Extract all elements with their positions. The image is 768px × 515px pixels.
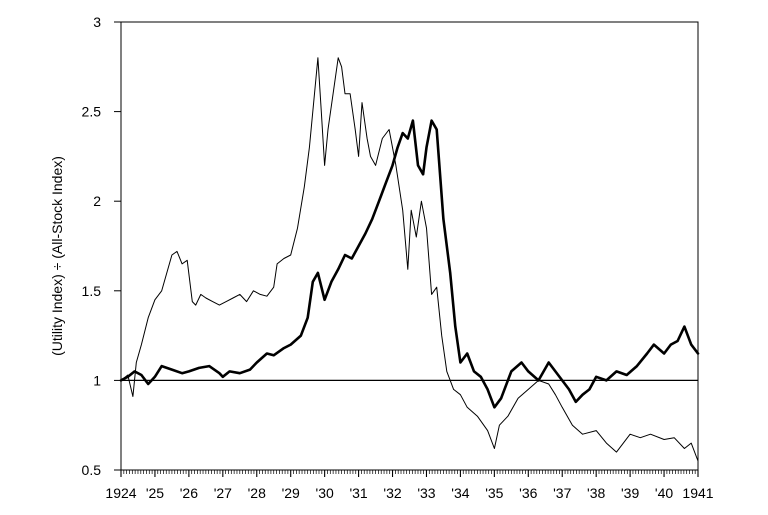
x-tick-label: '37 bbox=[553, 485, 571, 501]
x-tick-label: '27 bbox=[214, 485, 232, 501]
series-layer bbox=[119, 57, 700, 462]
x-tick-label: '29 bbox=[282, 485, 300, 501]
x-tick-label: '31 bbox=[349, 485, 367, 501]
y-tick-label: 2.5 bbox=[82, 104, 102, 120]
x-tick-label: '39 bbox=[621, 485, 639, 501]
x-tick-label: '38 bbox=[587, 485, 605, 501]
x-tick-label: '32 bbox=[383, 485, 401, 501]
x-tick-label: '36 bbox=[519, 485, 537, 501]
x-tick-label: '30 bbox=[316, 485, 334, 501]
series-line-1-thin bbox=[120, 57, 699, 462]
x-tick-label: '40 bbox=[655, 485, 673, 501]
y-axis-title: (Utility Index) ÷ (All-Stock Index) bbox=[49, 156, 65, 356]
x-tick-label: '33 bbox=[417, 485, 435, 501]
x-minor-ticks bbox=[120, 470, 699, 477]
y-tick-label: 3 bbox=[93, 14, 101, 30]
x-tick-label: '26 bbox=[180, 485, 198, 501]
series-line-2-thick bbox=[119, 119, 700, 409]
x-tick-label: '34 bbox=[451, 485, 469, 501]
y-tick-label: 0.5 bbox=[82, 462, 102, 478]
x-axis-ticks: 1924 '25 '26 '27 '28 '29 '30 '31 '32 '33 '34 '35 '36… bbox=[105, 485, 713, 501]
x-tick-label: '25 bbox=[146, 485, 164, 501]
x-tick-label: '28 bbox=[248, 485, 266, 501]
y-tick-label: 2 bbox=[93, 193, 101, 209]
y-tick-label: 1 bbox=[93, 372, 101, 388]
x-tick-label: 1941 bbox=[682, 485, 713, 501]
x-tick-label: 1924 bbox=[105, 485, 136, 501]
y-tick-label: 1.5 bbox=[82, 283, 102, 299]
x-tick-label: '35 bbox=[485, 485, 503, 501]
y-axis-ticks: 0.5 1 1.5 2 2.5 3 bbox=[82, 14, 121, 478]
